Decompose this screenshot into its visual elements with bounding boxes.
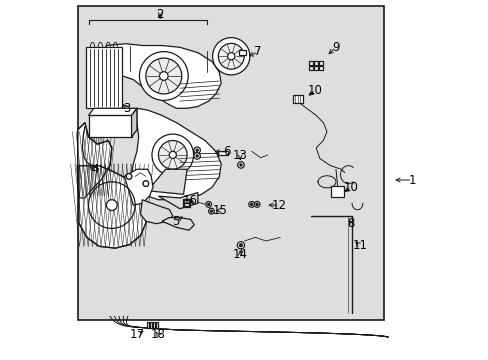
Bar xyxy=(78,6,384,320)
Circle shape xyxy=(237,242,244,249)
Text: 13: 13 xyxy=(232,149,247,162)
Text: 17: 17 xyxy=(130,328,145,341)
Bar xyxy=(149,322,152,328)
Circle shape xyxy=(239,164,242,166)
Circle shape xyxy=(126,174,132,179)
Bar xyxy=(313,61,317,64)
Circle shape xyxy=(142,181,148,186)
Polygon shape xyxy=(147,169,187,194)
Circle shape xyxy=(254,202,260,207)
Text: 18: 18 xyxy=(150,328,165,341)
Bar xyxy=(86,47,122,108)
Bar xyxy=(155,322,158,328)
Text: 5: 5 xyxy=(172,215,179,228)
Text: 7: 7 xyxy=(254,45,262,58)
Circle shape xyxy=(212,38,249,75)
Polygon shape xyxy=(140,200,172,224)
Text: 3: 3 xyxy=(123,103,131,116)
Bar xyxy=(183,200,189,206)
Circle shape xyxy=(145,58,182,94)
Bar xyxy=(183,199,190,207)
Bar xyxy=(319,61,323,64)
Text: 4: 4 xyxy=(91,163,99,176)
Circle shape xyxy=(106,200,117,211)
Circle shape xyxy=(208,208,214,214)
Bar xyxy=(217,150,227,155)
Bar xyxy=(308,66,312,69)
Circle shape xyxy=(237,162,244,168)
Polygon shape xyxy=(88,108,137,116)
Circle shape xyxy=(196,149,198,151)
Text: 9: 9 xyxy=(331,41,339,54)
Circle shape xyxy=(194,153,200,159)
Text: 6: 6 xyxy=(223,145,230,158)
Text: 10: 10 xyxy=(307,84,322,97)
Circle shape xyxy=(205,202,211,207)
Bar xyxy=(147,322,149,328)
Circle shape xyxy=(255,203,258,206)
Polygon shape xyxy=(131,108,137,137)
Bar xyxy=(238,50,245,55)
Circle shape xyxy=(159,72,168,80)
Circle shape xyxy=(239,244,242,247)
Circle shape xyxy=(152,134,193,176)
Circle shape xyxy=(139,51,188,100)
Circle shape xyxy=(210,210,212,212)
Text: 11: 11 xyxy=(352,239,366,252)
Text: 15: 15 xyxy=(212,204,227,217)
Bar xyxy=(308,61,312,64)
Text: 2: 2 xyxy=(156,8,163,21)
Bar xyxy=(88,116,131,137)
Circle shape xyxy=(194,147,200,153)
Circle shape xyxy=(169,151,176,158)
Polygon shape xyxy=(78,123,112,198)
Text: 12: 12 xyxy=(272,199,286,212)
Polygon shape xyxy=(162,218,194,230)
Circle shape xyxy=(250,203,252,206)
Circle shape xyxy=(207,203,209,206)
Text: 16: 16 xyxy=(182,194,197,207)
Polygon shape xyxy=(104,44,221,108)
Circle shape xyxy=(218,43,244,69)
Text: 8: 8 xyxy=(347,217,354,230)
Circle shape xyxy=(158,140,187,169)
Circle shape xyxy=(248,202,254,207)
Polygon shape xyxy=(158,193,198,209)
Bar xyxy=(330,186,344,197)
Bar xyxy=(152,322,155,328)
Polygon shape xyxy=(124,169,153,205)
Circle shape xyxy=(227,53,234,60)
Text: 1: 1 xyxy=(408,174,415,186)
Text: 14: 14 xyxy=(232,248,247,261)
Bar xyxy=(292,95,303,103)
Polygon shape xyxy=(79,166,147,248)
Bar xyxy=(319,66,323,69)
Text: 10: 10 xyxy=(343,181,358,194)
Bar xyxy=(313,66,317,69)
Polygon shape xyxy=(131,108,221,200)
Circle shape xyxy=(196,155,198,157)
